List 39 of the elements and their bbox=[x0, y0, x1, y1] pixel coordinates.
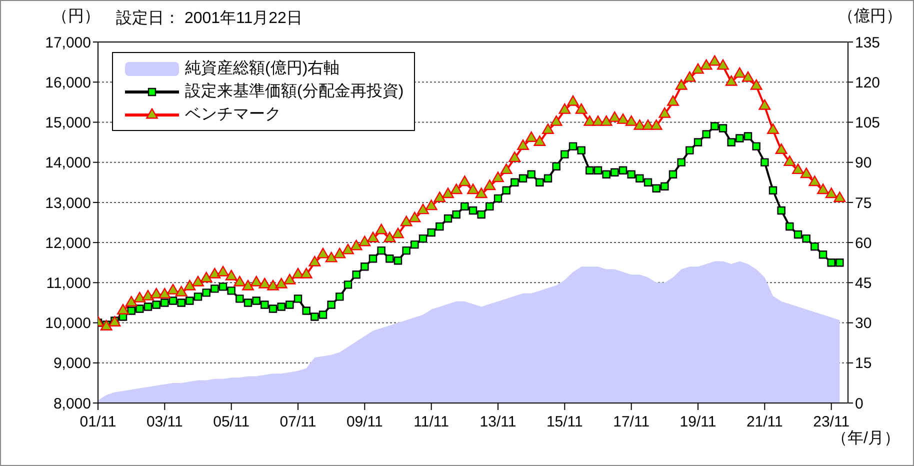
legend-label: ベンチマーク bbox=[185, 105, 281, 125]
x-tick-label: 07/11 bbox=[280, 414, 316, 431]
x-tick-label: 11/11 bbox=[414, 414, 449, 431]
x-tick-label: 21/11 bbox=[746, 414, 783, 431]
y-tick-label: 12,000 bbox=[45, 234, 91, 252]
y-tick-label: 8,000 bbox=[53, 395, 91, 412]
x-tick-label: 01/11 bbox=[80, 414, 116, 431]
y2-tick-label: 45 bbox=[855, 274, 872, 292]
x-tick-label: 09/11 bbox=[346, 414, 383, 431]
x-axis-title: （年/月） bbox=[832, 429, 900, 449]
y2-tick-label: 135 bbox=[855, 34, 880, 52]
y-tick-label: 16,000 bbox=[45, 74, 91, 92]
x-tick-label: 23/11 bbox=[813, 414, 850, 431]
x-tick-label: 15/11 bbox=[546, 414, 583, 431]
y2-tick-label: 15 bbox=[855, 355, 872, 372]
y-tick-label: 15,000 bbox=[45, 114, 91, 132]
y-tick-label: 14,000 bbox=[45, 154, 91, 172]
y-tick-label: 10,000 bbox=[45, 315, 91, 332]
y2-tick-label: 75 bbox=[855, 194, 872, 212]
y2-axis-title: （億円） bbox=[838, 6, 902, 27]
y2-tick-label: 105 bbox=[855, 114, 880, 132]
y-tick-label: 13,000 bbox=[45, 194, 91, 212]
x-tick-label: 17/11 bbox=[613, 414, 650, 431]
y2-tick-label: 0 bbox=[855, 395, 864, 412]
y-axis-title: （円） bbox=[52, 7, 100, 27]
y2-tick-label: 120 bbox=[855, 74, 880, 92]
x-tick-label: 05/11 bbox=[213, 414, 250, 431]
chart-title: 設定日： 2001年11月22日 bbox=[116, 8, 302, 29]
legend-label: 純資産総額(億円)右軸 bbox=[185, 58, 340, 79]
y-tick-label: 17,000 bbox=[45, 34, 91, 52]
y-tick-label: 9,000 bbox=[53, 355, 91, 372]
x-tick-label: 03/11 bbox=[146, 414, 183, 431]
x-tick-label: 19/11 bbox=[680, 414, 716, 431]
x-tick-label: 13/11 bbox=[480, 414, 516, 431]
y2-tick-label: 30 bbox=[855, 315, 872, 332]
y-tick-label: 11,000 bbox=[46, 274, 91, 292]
legend-label: 設定来基準価額(分配金再投資) bbox=[185, 82, 404, 102]
y2-tick-label: 60 bbox=[855, 234, 872, 252]
y2-tick-label: 90 bbox=[855, 154, 872, 172]
